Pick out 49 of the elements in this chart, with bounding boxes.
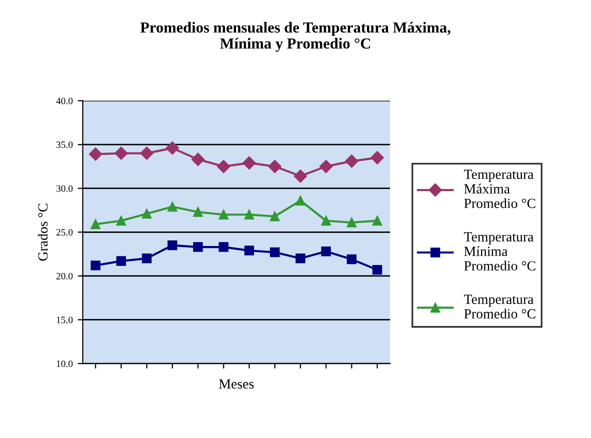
point (372, 264, 382, 275)
point (88, 148, 102, 161)
point (294, 169, 308, 183)
point (372, 216, 382, 226)
point (116, 256, 126, 266)
y-axis-title: Grados °C (38, 204, 48, 261)
y-tick-label: 20.0 (56, 272, 73, 280)
point (321, 246, 331, 256)
y-tick-label: 40.0 (56, 98, 73, 104)
point (218, 242, 228, 252)
y-tick-label: 10.0 (56, 360, 73, 368)
point (193, 242, 203, 252)
point (321, 216, 331, 226)
point (268, 160, 282, 174)
legend-label: Temperatura Máxima Promedio °C (464, 170, 536, 208)
point (244, 246, 254, 256)
point (270, 212, 280, 222)
chart-title: Promedios mensuales de Temperatura Máxima, Mínima y Promedio °C (140, 22, 450, 52)
y-tick-label: 35.0 (56, 141, 73, 148)
point (296, 254, 306, 264)
point (116, 216, 126, 226)
point (242, 156, 256, 170)
point (217, 160, 230, 174)
point (345, 154, 358, 168)
point (168, 202, 178, 212)
point (319, 160, 333, 174)
x-axis-title: Meses (219, 379, 254, 389)
y-tick-label: 30.0 (56, 185, 73, 192)
y-tick-label: 15.0 (56, 316, 73, 324)
point (218, 210, 228, 220)
point (168, 240, 178, 250)
point (370, 151, 384, 164)
point (244, 210, 254, 220)
point (346, 254, 357, 264)
point (140, 146, 154, 160)
legend-label: Temperatura Promedio °C (464, 294, 536, 318)
point (90, 219, 100, 230)
point (193, 207, 203, 217)
point (90, 260, 100, 270)
point (270, 247, 280, 258)
point (346, 218, 357, 228)
point (296, 196, 306, 206)
point (142, 254, 152, 264)
point (114, 146, 128, 160)
point (142, 208, 152, 219)
legend-label: Temperatura Mínima Promedio °C (464, 232, 536, 271)
y-tick-label: 25.0 (56, 229, 73, 236)
point (191, 152, 205, 166)
point (166, 141, 179, 155)
